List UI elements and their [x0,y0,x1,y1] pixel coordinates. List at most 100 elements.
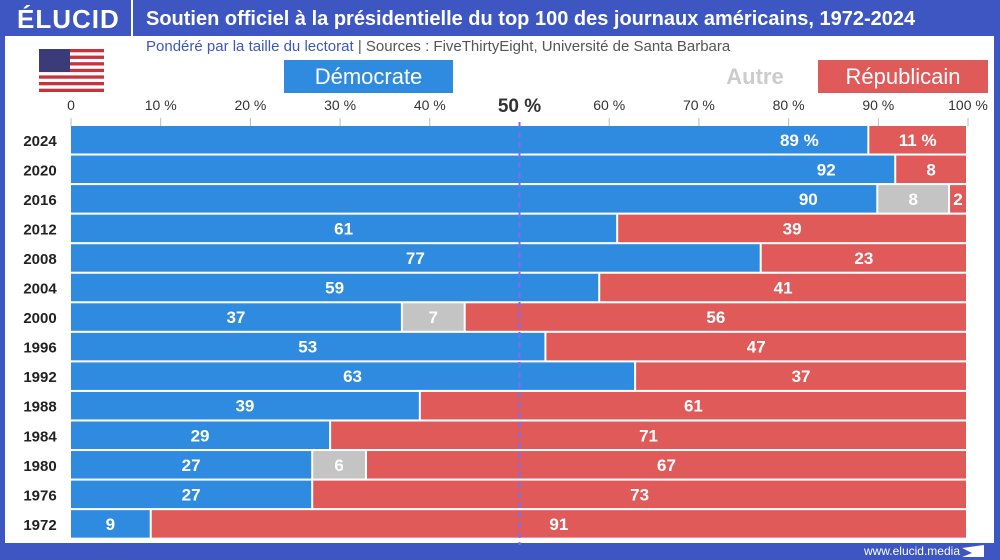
tick-label: 70 % [683,97,715,113]
bar-republican [546,332,966,361]
data-label: 27 [182,456,201,475]
data-label: 56 [706,308,725,327]
data-label: 92 [817,160,836,179]
data-label: 9 [106,515,115,534]
data-label: 89 % [780,131,819,150]
data-label: 61 [684,397,703,416]
data-label: 61 [334,219,353,238]
us-flag-icon [39,49,104,92]
data-label: 39 [235,397,254,416]
legend-other: Autre [726,64,784,89]
bar-democrat [71,510,150,538]
tick-label: 0 [67,97,75,113]
tick-label: 60 % [593,97,625,113]
bar-republican [331,421,966,449]
year-label: 1992 [23,369,56,386]
data-label: 39 [783,219,802,238]
bar-democrat [71,126,868,154]
tick-label: 20 % [234,97,266,113]
year-label: 1972 [23,517,56,534]
elucid-mark-icon [962,545,984,557]
year-label: 2016 [23,192,56,209]
data-label: 67 [657,456,676,475]
bar-republican [761,244,966,272]
bar-democrat [71,185,877,213]
year-label: 2012 [23,221,56,238]
bar-democrat [71,273,599,302]
year-label: 2008 [23,251,56,268]
data-label: 73 [630,485,649,504]
bar-other [313,451,366,479]
sources: Sources : FiveThirtyEight, Université de… [365,38,731,55]
bar-other [402,303,464,331]
year-label: 1980 [23,458,56,475]
legend-democrat: Démocrate [284,60,453,93]
year-label: 1984 [23,428,57,445]
bar-republican [869,126,966,154]
data-label: 37 [226,308,245,327]
bar-democrat [71,480,312,509]
data-label: 77 [406,249,425,268]
bar-republican [465,303,966,331]
bar-democrat [71,214,617,243]
data-label: 6 [334,456,343,475]
bar-democrat [71,391,419,420]
bar-democrat [71,303,401,331]
bar-democrat [71,362,635,390]
chart-subtitle: Pondéré par la taille du lectorat | Sour… [146,38,730,55]
tick-label: 90 % [862,97,894,113]
tick-label: 30 % [324,97,356,113]
data-label: 47 [747,338,766,357]
data-label: 23 [854,249,873,268]
data-label: 11 % [899,131,937,150]
year-label: 2004 [23,281,57,298]
year-label: 2024 [23,133,57,150]
bar-democrat [71,421,330,449]
footer-url: www.elucid.media [863,544,960,558]
subtitle-separator: | [357,38,362,55]
weighting-note: Pondéré par la taille du lectorat [146,38,354,55]
logo: ÉLUCID [17,4,120,34]
data-label: 91 [549,515,568,534]
bar-republican [618,214,966,243]
data-label: 90 [799,190,818,209]
bar-republican [950,185,966,213]
data-label: 2 [953,190,962,209]
tick-label: 40 % [414,97,446,113]
tick-label: 100 % [948,97,988,113]
data-label: 8 [926,160,935,179]
bar-republican [896,155,966,184]
header-divider [131,0,133,36]
year-label: 1988 [23,399,56,416]
bar-democrat [71,451,312,479]
bar-republican [636,362,966,390]
data-label: 37 [792,367,811,386]
bar-republican [151,510,967,538]
bar-democrat [71,244,760,272]
data-label: 71 [639,426,658,445]
year-label: 1976 [23,487,56,504]
year-label: 2000 [23,310,56,327]
year-label: 2020 [23,162,56,179]
data-label: 41 [774,279,793,298]
data-label: 8 [908,190,917,209]
year-label: 1996 [23,340,56,357]
tick-label: 80 % [773,97,805,113]
data-label: 63 [343,367,362,386]
legend-republican: Républicain [818,60,988,93]
data-label: 29 [191,426,210,445]
data-label: 7 [429,308,438,327]
tick-label-50: 50 % [498,96,541,117]
chart-title: Soutien officiel à la présidentielle du … [146,8,916,30]
bar-democrat [71,155,895,184]
bar-democrat [71,332,545,361]
bar-republican [600,273,966,302]
data-label: 53 [298,338,317,357]
bar-republican [313,480,966,509]
bar-republican [367,451,966,479]
tick-label: 10 % [145,97,177,113]
bar-other [878,185,949,213]
bar-republican [420,391,967,420]
data-label: 59 [325,279,344,298]
